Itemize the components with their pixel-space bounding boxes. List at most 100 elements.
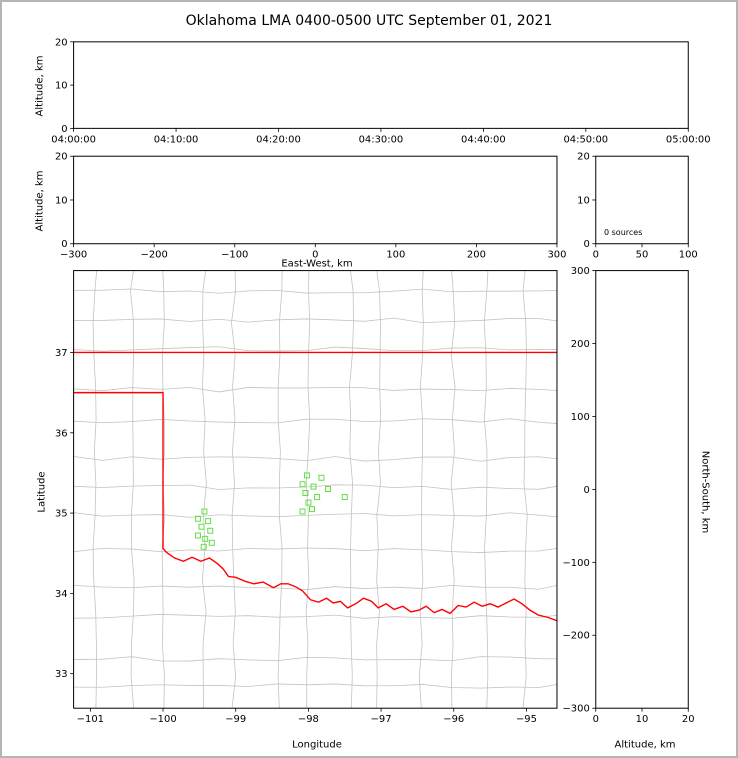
county-line — [73, 484, 557, 490]
panel-plan_map: −101 −100 −99 −98 −97 −96 −95 33 34 35 36 37 — [55, 270, 558, 725]
source-marker — [207, 527, 214, 534]
x-tick-label: 50 — [636, 250, 649, 261]
panel-alt_histogram: 0 50 100 0 10 20 — [577, 152, 698, 261]
source-marker — [202, 535, 209, 542]
x-tick-label: 300 — [547, 250, 566, 261]
source-marker — [302, 489, 309, 496]
y-tick-label: 10 — [55, 81, 68, 92]
x-tick-label: 04:40:00 — [461, 134, 506, 145]
county-line — [73, 456, 557, 462]
sources-count-annotation: 0 sources — [604, 228, 643, 237]
y-tick-label: −100 — [562, 558, 589, 569]
county-line — [73, 547, 557, 553]
county-line — [202, 270, 207, 709]
source-marker — [303, 472, 310, 479]
county-line — [418, 270, 424, 709]
panel-frame — [595, 270, 689, 709]
x-tick-label: 04:30:00 — [359, 134, 404, 145]
x-tick-label: 05:00:00 — [666, 134, 711, 145]
y-tick-label: 36 — [55, 428, 68, 439]
x-tick-label: −97 — [371, 714, 392, 725]
map-content — [73, 270, 569, 709]
state-boundary — [73, 391, 557, 622]
source-marker — [325, 486, 332, 492]
source-marker — [305, 499, 312, 506]
y-tick-label: 34 — [55, 589, 68, 600]
y-tick-label: 100 — [571, 412, 590, 423]
y-axis-label-time-height: Altitude, km — [34, 55, 46, 117]
y-tick-label: 20 — [577, 152, 590, 163]
y-tick-label: 10 — [55, 195, 68, 206]
source-marker — [200, 543, 207, 550]
y-tick-label: 0 — [583, 485, 589, 496]
county-line — [73, 418, 557, 424]
x-tick-label: 100 — [679, 250, 698, 261]
source-marker — [318, 474, 325, 481]
county-line — [73, 512, 557, 518]
y-tick-label: −300 — [562, 704, 589, 715]
county-line — [73, 613, 557, 619]
y-tick-label: 20 — [55, 152, 68, 163]
y-tick-label: 300 — [571, 266, 590, 277]
x-tick-label: 04:20:00 — [256, 134, 301, 145]
x-tick-label: −99 — [225, 714, 246, 725]
y-tick-label: 200 — [571, 339, 590, 350]
x-tick-label: 0 — [593, 250, 599, 261]
panel-ew_height: −300 −200 −100 0 100 200 300 0 10 20 — [55, 152, 566, 261]
x-tick-label: 200 — [467, 250, 486, 261]
county-line — [73, 683, 557, 689]
x-tick-label: −96 — [443, 714, 464, 725]
y-axis-label-latitude: Latitude — [36, 471, 48, 513]
x-tick-label: −300 — [60, 250, 87, 261]
county-line — [349, 270, 354, 709]
x-tick-label: 04:50:00 — [563, 134, 608, 145]
county-line — [522, 270, 528, 709]
x-tick-label: −100 — [149, 714, 176, 725]
y-tick-label: 0 — [61, 239, 67, 250]
county-line — [450, 270, 456, 709]
x-tick-label: 20 — [682, 714, 695, 725]
source-marker — [299, 481, 306, 488]
figure-title: Oklahoma LMA 0400-0500 UTC September 01,… — [185, 13, 553, 29]
county-line — [73, 346, 557, 352]
y-tick-label: 35 — [55, 509, 68, 520]
source-marker — [205, 518, 212, 525]
x-tick-label: −98 — [298, 714, 319, 725]
y-tick-label: 20 — [55, 37, 68, 48]
county-line — [376, 270, 382, 709]
panel-frame — [73, 270, 558, 709]
y-tick-label: 33 — [55, 669, 68, 680]
y-tick-label: 0 — [61, 124, 67, 135]
county-line — [73, 584, 557, 590]
source-marker — [309, 506, 315, 513]
y-tick-label: −200 — [562, 631, 589, 642]
x-tick-label: −200 — [141, 250, 168, 261]
y-tick-label: 37 — [55, 348, 68, 359]
source-marker — [194, 515, 201, 522]
x-tick-label: 0 — [593, 714, 599, 725]
x-axis-label-longitude: Longitude — [292, 739, 342, 751]
county-line — [231, 270, 237, 709]
county-line — [483, 270, 489, 709]
x-axis-label-ew-height: East-West, km — [281, 258, 353, 270]
y-tick-label: 0 — [583, 239, 589, 250]
county-line — [92, 270, 98, 709]
y-axis-label-ew-height: Altitude, km — [34, 170, 46, 232]
x-tick-label: −100 — [221, 250, 248, 261]
panel-frame — [73, 41, 689, 129]
panel-frame — [73, 155, 558, 245]
county-line — [565, 271, 569, 709]
x-tick-label: 04:00:00 — [51, 134, 96, 145]
x-tick-label: 10 — [636, 714, 649, 725]
county-line — [130, 270, 135, 709]
x-axis-label-altitude-bottom: Altitude, km — [614, 739, 676, 751]
source-marker — [310, 483, 317, 490]
source-marker — [201, 508, 208, 515]
source-marker — [208, 539, 215, 546]
y-axis-label-north-south: North-South, km — [699, 450, 711, 534]
x-tick-label: −101 — [77, 714, 104, 725]
x-tick-label: −95 — [516, 714, 537, 725]
source-marker — [299, 508, 306, 515]
